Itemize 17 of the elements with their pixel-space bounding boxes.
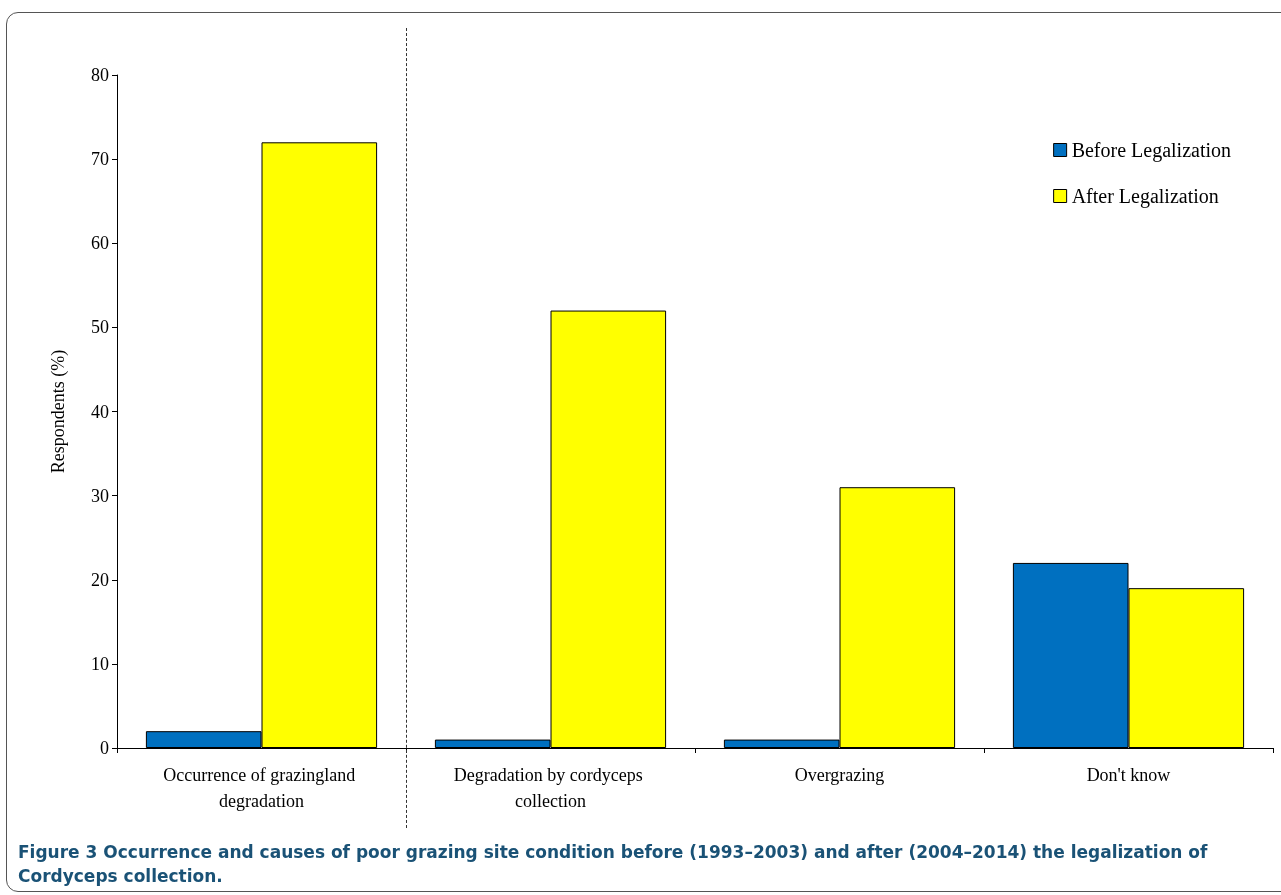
y-tick-label: 50: [91, 317, 109, 338]
y-tick-label: 10: [91, 653, 109, 674]
y-tick-label: 20: [91, 569, 109, 590]
x-tick-label: Degradation by cordyceps collection: [453, 765, 648, 811]
y-tick-label: 60: [91, 233, 109, 254]
caption: Figure 3 Occurrence and causes of poor grazing site condition before (1993–2003) and after (2004–2014) the legalization of Cordyceps collection.: [18, 841, 1209, 888]
y-tick-label: 70: [91, 149, 109, 170]
y-tick-label: 0: [100, 738, 109, 758]
x-tick-label: Occurrence of grazingland degradation: [163, 765, 360, 811]
y-tick-label: 30: [91, 485, 109, 506]
y-axis-title: Respondents (%): [48, 349, 69, 474]
x-tick-label: Don't know: [1086, 765, 1171, 785]
legend-label: Before Legalization: [1071, 139, 1232, 162]
y-tick-label: 40: [91, 401, 109, 422]
legend-label: After Legalization: [1071, 185, 1219, 208]
x-tick-label: Overgrazing: [794, 765, 885, 785]
y-tick-label: 80: [91, 65, 109, 85]
